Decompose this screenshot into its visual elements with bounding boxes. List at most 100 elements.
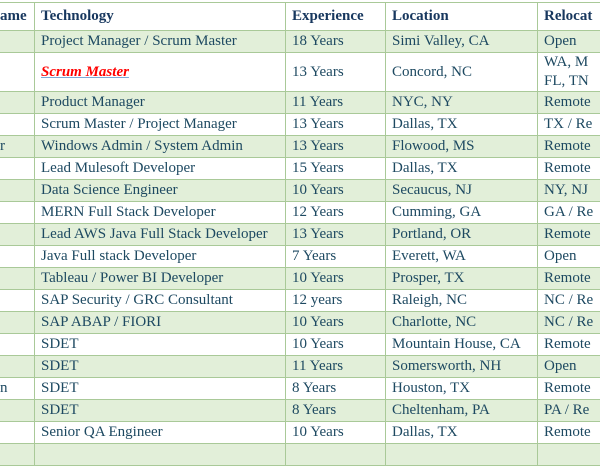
location-text: Somersworth, NH bbox=[392, 358, 501, 374]
cell-experience: 12 Years bbox=[286, 202, 386, 224]
cell-location: Dallas, TX bbox=[386, 158, 538, 180]
cell-relocation: Remote bbox=[538, 378, 600, 400]
cell-experience: 13 Years bbox=[286, 114, 386, 136]
relocation-line1: Remote bbox=[544, 225, 600, 244]
cell-technology: Java Full stack Developer bbox=[35, 246, 286, 268]
technology-text: Lead Mulesoft Developer bbox=[41, 160, 195, 176]
technology-link[interactable]: Scrum Master bbox=[41, 64, 129, 80]
experience-text: 11 Years bbox=[292, 94, 343, 110]
cell-experience: 8 Years bbox=[286, 378, 386, 400]
cell-name bbox=[0, 422, 35, 444]
experience-text: 8 Years bbox=[292, 380, 336, 396]
technology-text: MERN Full Stack Developer bbox=[41, 204, 216, 220]
cell-name bbox=[0, 290, 35, 312]
table-row: Senior QA Engineer 10 Years Dallas, TX R… bbox=[0, 422, 600, 444]
location-text: Charlotte, NC bbox=[392, 314, 476, 330]
table-row: MERN Full Stack Developer 12 Years Cummi… bbox=[0, 202, 600, 224]
table-row: Data Science Engineer 10 Years Secaucus,… bbox=[0, 180, 600, 202]
cell-experience: 15 Years bbox=[286, 158, 386, 180]
cell-experience: 13 Years bbox=[286, 224, 386, 246]
cell-name bbox=[0, 31, 35, 53]
cell-relocation: TX / Re bbox=[538, 114, 600, 136]
relocation-line1: Remote bbox=[544, 335, 600, 354]
location-text: Portland, OR bbox=[392, 226, 471, 242]
cell-location: Charlotte, NC bbox=[386, 312, 538, 334]
table-row: Lead Mulesoft Developer 15 Years Dallas,… bbox=[0, 158, 600, 180]
cell-technology: Scrum Master / Project Manager bbox=[35, 114, 286, 136]
cell-name: r bbox=[0, 136, 35, 158]
cell-relocation bbox=[538, 444, 600, 466]
cell-technology: Scrum Master bbox=[35, 53, 286, 92]
cell-location: Simi Valley, CA bbox=[386, 31, 538, 53]
relocation-line1: GA / Re bbox=[544, 203, 600, 222]
cell-location: Flowood, MS bbox=[386, 136, 538, 158]
cell-technology: Data Science Engineer bbox=[35, 180, 286, 202]
experience-text: 10 Years bbox=[292, 270, 344, 286]
location-text: Houston, TX bbox=[392, 380, 470, 396]
cell-location: Dallas, TX bbox=[386, 114, 538, 136]
table-row: SAP ABAP / FIORI 10 Years Charlotte, NC … bbox=[0, 312, 600, 334]
technology-text: SDET bbox=[41, 402, 79, 418]
cell-experience: 7 Years bbox=[286, 246, 386, 268]
experience-text: 15 Years bbox=[292, 160, 344, 176]
table-row: Scrum Master 13 Years Concord, NC WA, M … bbox=[0, 53, 600, 92]
location-text: Mountain House, CA bbox=[392, 336, 521, 352]
cell-name bbox=[0, 268, 35, 290]
cell-technology: MERN Full Stack Developer bbox=[35, 202, 286, 224]
relocation-line1: TX / Re bbox=[544, 115, 600, 134]
relocation-line1: Remote bbox=[544, 379, 600, 398]
table-row: Tableau / Power BI Developer 10 Years Pr… bbox=[0, 268, 600, 290]
cell-location: Concord, NC bbox=[386, 53, 538, 92]
relocation-line1: Open bbox=[544, 357, 600, 376]
location-text: Everett, WA bbox=[392, 248, 466, 264]
cell-technology: SDET bbox=[35, 334, 286, 356]
cell-relocation: WA, M FL, TN bbox=[538, 53, 600, 92]
column-header-experience: Experience bbox=[286, 3, 386, 31]
relocation-line1: NC / Re bbox=[544, 291, 600, 310]
cell-name bbox=[0, 158, 35, 180]
column-header-relocation: Relocat bbox=[538, 3, 600, 31]
cell-technology: SAP Security / GRC Consultant bbox=[35, 290, 286, 312]
cell-location: Dallas, TX bbox=[386, 422, 538, 444]
technology-text: Scrum Master / Project Manager bbox=[41, 116, 237, 132]
technology-text: Product Manager bbox=[41, 94, 145, 110]
cell-technology: SDET bbox=[35, 356, 286, 378]
technology-text: Windows Admin / System Admin bbox=[41, 138, 243, 154]
cell-technology: SDET bbox=[35, 400, 286, 422]
column-header-location: Location bbox=[386, 3, 538, 31]
cell-location: Somersworth, NH bbox=[386, 356, 538, 378]
relocation-line1: NC / Re bbox=[544, 313, 600, 332]
cell-location: Everett, WA bbox=[386, 246, 538, 268]
experience-text: 13 Years bbox=[292, 138, 344, 154]
table-header: ame Technology Experience Location Reloc… bbox=[0, 3, 600, 31]
cell-technology: SAP ABAP / FIORI bbox=[35, 312, 286, 334]
cell-technology: Senior QA Engineer bbox=[35, 422, 286, 444]
experience-text: 10 Years bbox=[292, 424, 344, 440]
technology-text: SDET bbox=[41, 358, 79, 374]
cell-relocation: NY, NJ bbox=[538, 180, 600, 202]
cell-name bbox=[0, 246, 35, 268]
technology-text: SAP Security / GRC Consultant bbox=[41, 292, 233, 308]
cell-location: Mountain House, CA bbox=[386, 334, 538, 356]
technology-text: Lead AWS Java Full Stack Developer bbox=[41, 226, 268, 242]
cell-technology: Product Manager bbox=[35, 92, 286, 114]
cell-technology: Windows Admin / System Admin bbox=[35, 136, 286, 158]
location-text: NYC, NY bbox=[392, 94, 453, 110]
cell-experience: 18 Years bbox=[286, 31, 386, 53]
cell-name: n bbox=[0, 378, 35, 400]
cell-location: Cumming, GA bbox=[386, 202, 538, 224]
cell-experience: 10 Years bbox=[286, 180, 386, 202]
relocation-line1: Remote bbox=[544, 93, 600, 112]
cell-experience: 13 Years bbox=[286, 53, 386, 92]
table-row: n SDET 8 Years Houston, TX Remote bbox=[0, 378, 600, 400]
cell-relocation: NC / Re bbox=[538, 290, 600, 312]
relocation-line1: Remote bbox=[544, 159, 600, 178]
cell-relocation: GA / Re bbox=[538, 202, 600, 224]
relocation-line2: FL, TN bbox=[544, 72, 600, 91]
experience-text: 10 Years bbox=[292, 314, 344, 330]
location-text: Prosper, TX bbox=[392, 270, 464, 286]
cell-location: Houston, TX bbox=[386, 378, 538, 400]
cell-name bbox=[0, 312, 35, 334]
technology-text: Java Full stack Developer bbox=[41, 248, 196, 264]
cell-experience bbox=[286, 444, 386, 466]
